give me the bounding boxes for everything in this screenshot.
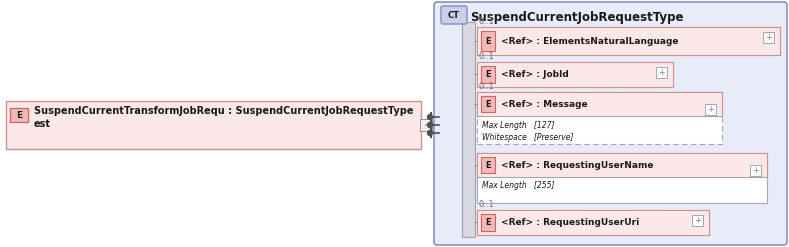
Bar (705, 104, 716, 115)
Text: <Ref> : JobId: <Ref> : JobId (501, 70, 569, 79)
Text: CT: CT (448, 11, 460, 20)
Bar (481, 31, 495, 51)
Circle shape (428, 123, 432, 127)
Text: E: E (485, 70, 491, 79)
Bar (477, 210, 709, 235)
FancyBboxPatch shape (441, 6, 467, 24)
Text: Max Length   [127]: Max Length [127] (482, 121, 555, 129)
Bar (477, 153, 767, 203)
Bar (10, 108, 28, 122)
Bar (763, 32, 774, 43)
Bar (477, 62, 673, 87)
Text: E: E (485, 218, 491, 227)
FancyBboxPatch shape (434, 2, 787, 245)
Text: est: est (34, 119, 51, 129)
Text: E: E (485, 100, 491, 108)
Bar (462, 22, 475, 237)
Bar (481, 214, 495, 231)
Bar (420, 119, 432, 131)
Circle shape (428, 115, 432, 120)
Text: <Ref> : ElementsNaturalLanguage: <Ref> : ElementsNaturalLanguage (501, 37, 679, 45)
Text: +: + (694, 216, 701, 225)
Text: +: + (658, 68, 665, 77)
Text: SuspendCurrentTransformJobRequ : SuspendCurrentJobRequestType: SuspendCurrentTransformJobRequ : Suspend… (34, 106, 413, 116)
Bar (477, 153, 767, 177)
Bar (477, 27, 780, 55)
Bar (481, 157, 495, 173)
Bar (477, 92, 722, 144)
Text: E: E (485, 161, 491, 169)
Text: 0..1: 0..1 (479, 52, 495, 61)
Text: E: E (485, 37, 491, 45)
Bar (656, 67, 667, 78)
Bar (6, 101, 421, 149)
Bar (481, 66, 495, 83)
Bar (477, 92, 722, 116)
Text: 0..1: 0..1 (479, 17, 495, 26)
Text: <Ref> : RequestingUserName: <Ref> : RequestingUserName (501, 161, 653, 169)
Bar (477, 210, 709, 235)
Text: <Ref> : Message: <Ref> : Message (501, 100, 588, 108)
Circle shape (428, 130, 432, 136)
Bar (477, 27, 780, 55)
Text: Max Length   [255]: Max Length [255] (482, 182, 555, 190)
Text: =: = (423, 122, 429, 128)
Bar (750, 165, 761, 176)
Text: +: + (707, 105, 714, 114)
Text: E: E (16, 110, 22, 120)
Text: SuspendCurrentJobRequestType: SuspendCurrentJobRequestType (470, 11, 683, 23)
Bar (477, 62, 673, 87)
Text: +: + (765, 33, 772, 42)
Text: Whitespace   [Preserve]: Whitespace [Preserve] (482, 133, 574, 143)
Bar (481, 96, 495, 112)
Text: +: + (752, 166, 759, 175)
Text: <Ref> : RequestingUserUri: <Ref> : RequestingUserUri (501, 218, 639, 227)
Bar (692, 215, 703, 226)
Text: 0..1: 0..1 (479, 200, 495, 209)
Text: 0..1: 0..1 (479, 82, 495, 91)
